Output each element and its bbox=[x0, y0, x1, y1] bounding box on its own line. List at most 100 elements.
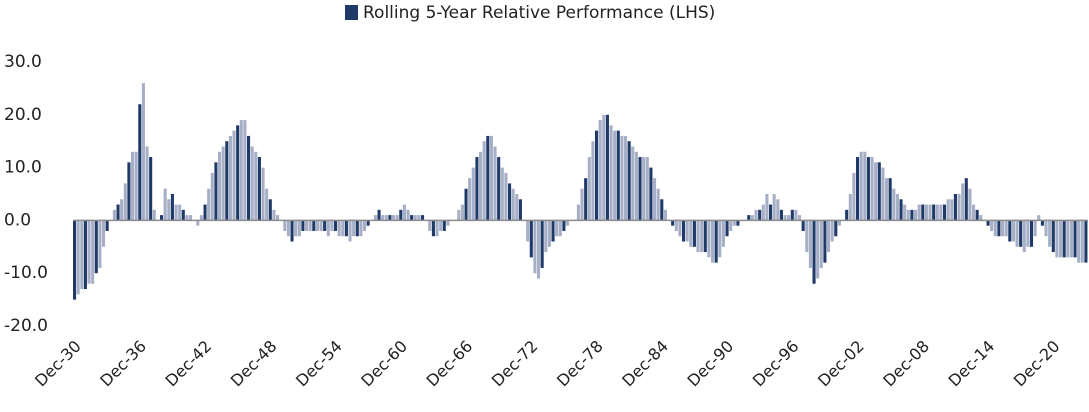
bar bbox=[660, 199, 664, 221]
bar bbox=[486, 135, 490, 221]
bar bbox=[326, 220, 330, 237]
bar bbox=[518, 199, 522, 221]
bar bbox=[348, 220, 352, 242]
bar bbox=[1030, 220, 1034, 247]
bar bbox=[526, 220, 530, 242]
bar bbox=[783, 215, 787, 221]
bar bbox=[881, 167, 885, 221]
x-tick-label: Dec-66 bbox=[423, 337, 477, 391]
bar bbox=[138, 104, 142, 221]
bar bbox=[301, 220, 305, 231]
bar bbox=[511, 188, 515, 221]
bar bbox=[1069, 220, 1073, 258]
bar bbox=[993, 220, 997, 237]
bar bbox=[946, 199, 950, 221]
bar bbox=[431, 220, 435, 237]
bar bbox=[953, 194, 957, 221]
bar bbox=[634, 151, 638, 221]
bar bbox=[935, 204, 939, 221]
bar bbox=[413, 215, 417, 221]
bar bbox=[805, 220, 809, 253]
bar bbox=[1022, 220, 1026, 253]
bar bbox=[613, 130, 617, 221]
bar bbox=[508, 183, 512, 221]
x-tick-label: Dec-08 bbox=[879, 337, 933, 391]
bar bbox=[225, 141, 229, 221]
y-tick-label: 20.0 bbox=[4, 105, 42, 125]
bar bbox=[319, 220, 323, 231]
bar bbox=[968, 188, 972, 221]
bar bbox=[504, 172, 508, 221]
bar bbox=[94, 220, 98, 274]
bar bbox=[932, 204, 936, 221]
bar bbox=[435, 220, 439, 237]
bar bbox=[892, 188, 896, 221]
bar bbox=[754, 209, 758, 221]
bar bbox=[903, 204, 907, 221]
bar bbox=[794, 209, 798, 221]
bar bbox=[736, 220, 740, 226]
bar bbox=[823, 220, 827, 263]
bar bbox=[468, 178, 472, 221]
bar bbox=[609, 125, 613, 221]
bar bbox=[595, 130, 599, 221]
bar bbox=[616, 130, 620, 221]
bar bbox=[152, 209, 156, 221]
y-tick-label: 10.0 bbox=[4, 158, 42, 178]
bar bbox=[341, 220, 345, 237]
bar bbox=[236, 125, 240, 221]
x-tick-label: Dec-30 bbox=[31, 337, 85, 391]
x-tick-label: Dec-48 bbox=[227, 337, 281, 391]
bar bbox=[591, 141, 595, 221]
bar bbox=[848, 194, 852, 221]
bar bbox=[537, 220, 541, 279]
bar bbox=[479, 151, 483, 221]
bar bbox=[721, 220, 725, 247]
bar bbox=[1051, 220, 1055, 253]
bar bbox=[866, 157, 870, 221]
bar bbox=[123, 183, 127, 221]
bar bbox=[250, 146, 254, 221]
bar bbox=[1019, 220, 1023, 247]
bar bbox=[975, 209, 979, 221]
bar bbox=[131, 151, 135, 221]
bar bbox=[482, 141, 486, 221]
bar bbox=[1001, 220, 1005, 237]
bar bbox=[294, 220, 298, 237]
bar bbox=[602, 114, 606, 221]
bar bbox=[1040, 220, 1044, 226]
bar bbox=[779, 209, 783, 221]
bar bbox=[189, 215, 193, 221]
bar bbox=[120, 199, 124, 221]
bar bbox=[402, 204, 406, 221]
bar bbox=[377, 209, 381, 221]
bar bbox=[700, 220, 704, 253]
bar bbox=[649, 167, 653, 221]
bar bbox=[410, 215, 414, 221]
bar bbox=[801, 220, 805, 231]
bar bbox=[359, 220, 363, 237]
bar bbox=[261, 167, 265, 221]
bar bbox=[888, 178, 892, 221]
bar bbox=[830, 220, 834, 242]
bar bbox=[1066, 220, 1070, 258]
bar bbox=[692, 220, 696, 247]
bar bbox=[471, 167, 475, 221]
bar bbox=[598, 120, 602, 221]
bar bbox=[446, 220, 450, 226]
bar bbox=[243, 120, 247, 221]
bar bbox=[827, 220, 831, 253]
bar bbox=[808, 220, 812, 268]
bar bbox=[76, 220, 80, 295]
bar bbox=[460, 204, 464, 221]
bar bbox=[566, 220, 570, 226]
x-tick-label: Dec-60 bbox=[357, 337, 411, 391]
bar bbox=[392, 215, 396, 221]
bar bbox=[160, 215, 164, 221]
bar bbox=[515, 194, 519, 221]
bar bbox=[837, 220, 841, 226]
bar bbox=[921, 204, 925, 221]
bar bbox=[1004, 220, 1008, 237]
bar bbox=[116, 204, 120, 221]
